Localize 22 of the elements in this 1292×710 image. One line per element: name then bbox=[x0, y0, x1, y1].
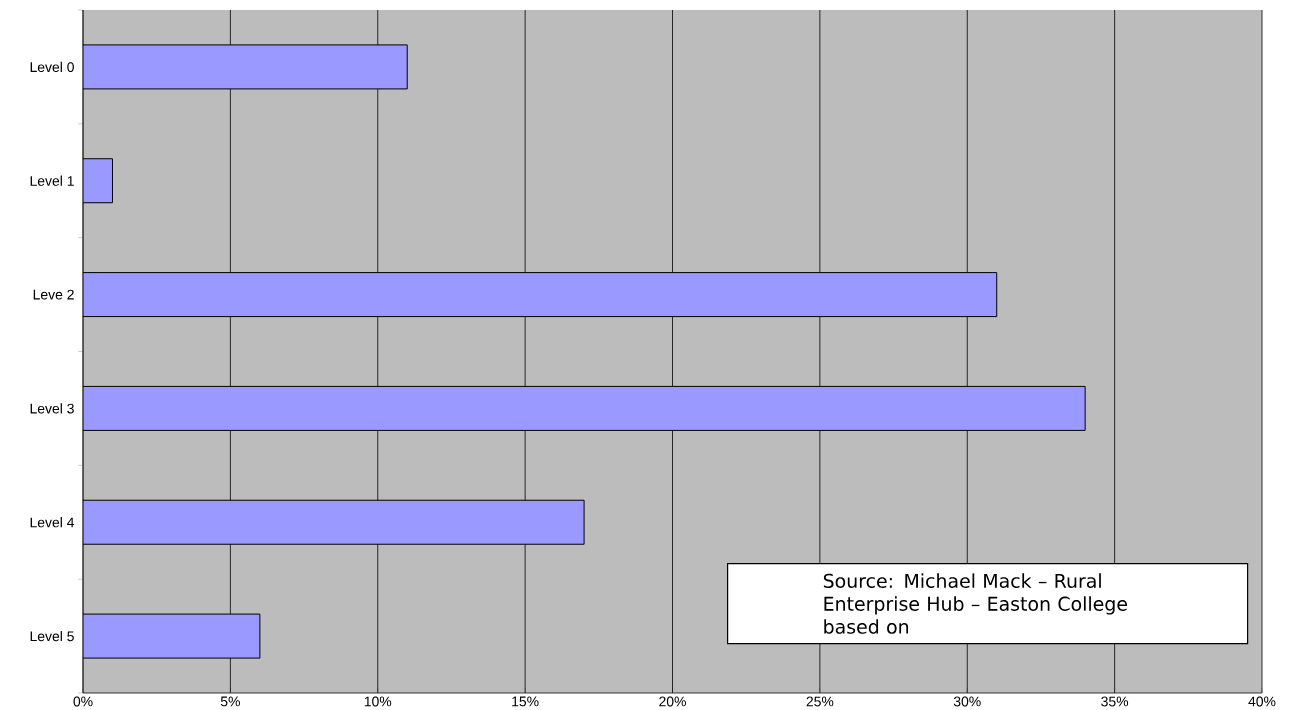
y-tick-label: Leve 2 bbox=[33, 289, 74, 300]
y-tick-label: Level 5 bbox=[30, 631, 74, 642]
x-tick-label: 5% bbox=[220, 696, 240, 707]
y-tick-label: Level 1 bbox=[30, 175, 74, 187]
x-tick-label: 15% bbox=[512, 696, 539, 707]
x-tick-label: 35% bbox=[1101, 696, 1129, 707]
y-tick-label: Level 0 bbox=[30, 61, 74, 73]
y-tick-label: Level 4 bbox=[30, 517, 75, 528]
bar bbox=[83, 386, 1086, 432]
x-tick-label: 0% bbox=[73, 696, 93, 707]
bar bbox=[83, 613, 261, 659]
x-tick-label: 20% bbox=[659, 696, 686, 707]
bar bbox=[83, 44, 408, 90]
x-tick-label: 30% bbox=[953, 696, 981, 707]
x-tick-label: 25% bbox=[806, 696, 834, 707]
bar bbox=[83, 499, 585, 545]
bar bbox=[83, 272, 998, 318]
bar bbox=[83, 158, 113, 204]
annotation: Source: Michael Mack – Rural Enterprise Hub – Easton College based on bbox=[823, 573, 1127, 634]
y-tick-label: Level 3 bbox=[30, 403, 74, 414]
x-tick-label: 10% bbox=[364, 696, 392, 707]
x-tick-label: 40% bbox=[1248, 696, 1276, 707]
